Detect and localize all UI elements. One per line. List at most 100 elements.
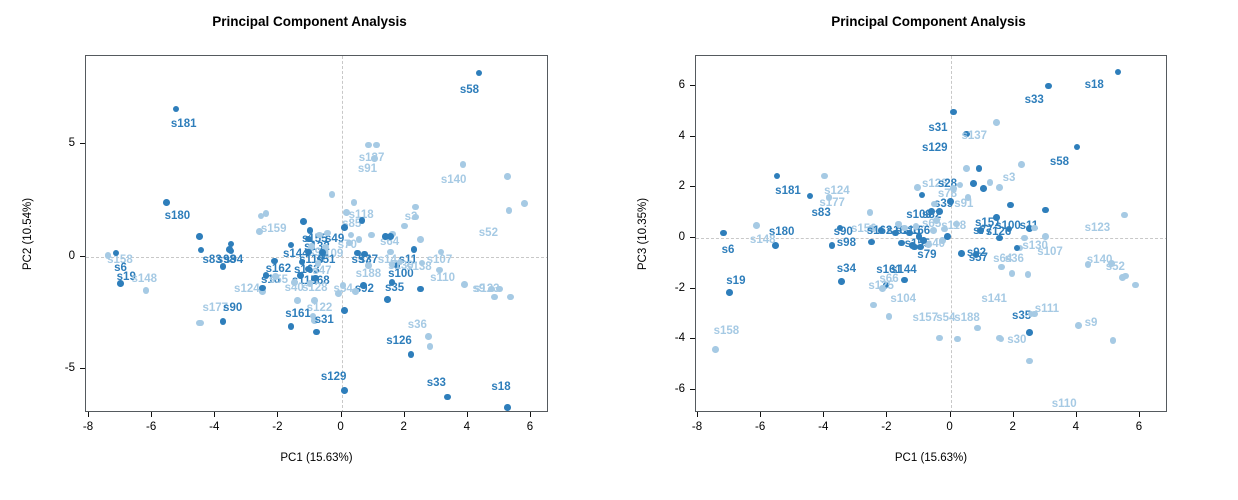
scatter-point[interactable] [287,322,295,330]
scatter-point[interactable] [825,194,833,201]
scatter-point[interactable] [933,217,940,225]
plot-area-right[interactable]: s18 s33 s31 s129 s137 s58 s3 s128 s28 s181 s124 s17… [695,55,1167,412]
scatter-point[interactable] [836,224,844,232]
scatter-point[interactable] [917,243,924,251]
scatter-point[interactable] [368,231,375,239]
scatter-point[interactable] [259,288,266,295]
scatter-point[interactable] [365,262,372,269]
scatter-point[interactable] [879,285,886,292]
scatter-point[interactable] [287,241,295,249]
scatter-point[interactable] [1016,244,1024,252]
scatter-point[interactable] [954,335,961,343]
scatter-point[interactable] [388,279,396,286]
scatter-point[interactable] [912,223,920,230]
scatter-point[interactable] [350,199,358,206]
scatter-point[interactable] [772,242,779,249]
scatter-point[interactable] [993,119,1000,127]
scatter-point[interactable] [347,231,355,239]
scatter-point[interactable] [1041,233,1049,241]
scatter-point[interactable] [773,172,781,180]
scatter-point[interactable] [407,351,415,358]
scatter-point[interactable] [262,210,270,218]
scatter-point[interactable] [262,272,270,279]
scatter-point[interactable] [925,241,932,248]
scatter-point[interactable] [806,192,814,200]
scatter-point[interactable] [371,155,379,162]
scatter-point[interactable] [1114,68,1122,76]
scatter-point[interactable] [521,200,528,207]
scatter-point[interactable] [910,243,918,251]
scatter-point[interactable] [936,208,943,215]
scatter-point[interactable] [227,240,235,248]
scatter-point[interactable] [901,224,909,232]
scatter-point[interactable] [901,276,909,284]
scatter-point[interactable] [868,224,875,232]
scatter-point[interactable] [970,180,977,187]
plot-area-left[interactable]: s58s181s137s91s140s180s118s3s85s52s159s1… [85,55,548,412]
scatter-point[interactable] [980,185,988,192]
scatter-point[interactable] [436,266,443,274]
scatter-point[interactable] [393,262,401,269]
scatter-point[interactable] [895,220,902,228]
scatter-point[interactable] [314,259,322,267]
scatter-point[interactable] [726,289,733,296]
scatter-point[interactable] [373,141,380,149]
scatter-point[interactable] [963,130,970,138]
scatter-point[interactable] [305,265,312,273]
scatter-point[interactable] [828,242,836,249]
scatter-point[interactable] [352,288,360,295]
scatter-point[interactable] [931,200,939,208]
scatter-point[interactable] [298,258,306,266]
scatter-point[interactable] [1119,273,1126,281]
scatter-point[interactable] [112,249,120,257]
scatter-point[interactable] [504,173,511,180]
scatter-point[interactable] [294,297,301,304]
scatter-point[interactable] [986,178,994,186]
scatter-point[interactable] [117,280,124,287]
scatter-point[interactable] [396,258,404,266]
scatter-point[interactable] [341,387,349,394]
scatter-point[interactable] [322,243,330,251]
scatter-point[interactable] [475,69,483,77]
scatter-point[interactable] [936,334,943,342]
scatter-point[interactable] [996,234,1003,242]
scatter-point[interactable] [290,279,298,286]
scatter-point[interactable] [354,249,361,257]
scatter-point[interactable] [346,239,353,247]
scatter-point[interactable] [877,227,885,234]
scatter-point[interactable] [869,301,877,309]
scatter-point[interactable] [324,229,331,237]
scatter-point[interactable] [505,207,513,214]
scatter-point[interactable] [958,250,965,257]
scatter-point[interactable] [311,317,319,324]
scatter-point[interactable] [1109,337,1117,344]
scatter-point[interactable] [444,393,451,401]
scatter-point[interactable] [316,231,323,239]
scatter-point[interactable] [906,229,913,237]
scatter-point[interactable] [892,229,899,237]
scatter-point[interactable] [998,263,1005,271]
scatter-point[interactable] [412,213,420,221]
scatter-point[interactable] [1041,206,1049,214]
scatter-point[interactable] [360,282,367,290]
scatter-point[interactable] [507,293,514,301]
scatter-point[interactable] [997,335,1005,343]
scatter-point[interactable] [426,343,434,350]
scatter-point[interactable] [305,248,312,256]
scatter-point[interactable] [1073,143,1081,151]
scatter-point[interactable] [1007,201,1014,209]
scatter-point[interactable] [196,319,203,327]
scatter-point[interactable] [197,246,205,254]
scatter-point[interactable] [226,246,233,254]
scatter-point[interactable] [401,222,408,230]
scatter-point[interactable] [940,225,948,233]
scatter-point[interactable] [311,297,319,304]
scatter-point[interactable] [898,239,905,247]
scatter-point[interactable] [1005,225,1013,233]
scatter-point[interactable] [461,281,468,288]
scatter-point[interactable] [719,229,727,237]
scatter-point[interactable] [753,222,760,229]
scatter-point[interactable] [259,284,266,292]
scatter-point[interactable] [956,181,964,189]
scatter-point[interactable] [335,290,342,297]
